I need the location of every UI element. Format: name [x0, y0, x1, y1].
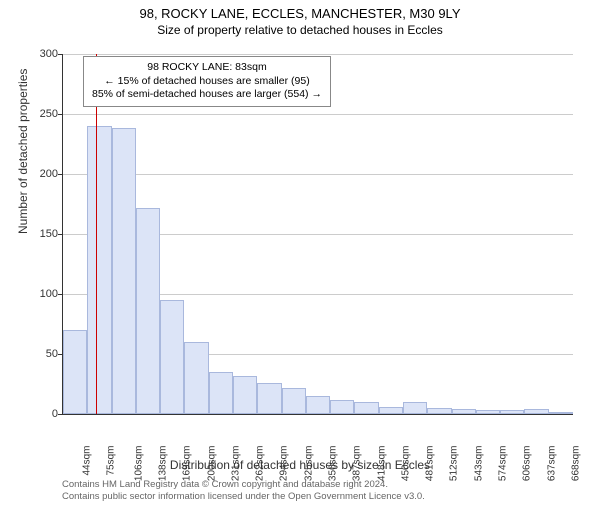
footer-attribution: Contains HM Land Registry data © Crown c… [62, 479, 425, 502]
histogram-bar [306, 396, 330, 414]
histogram-bar [549, 412, 573, 414]
chart-title: 98, ROCKY LANE, ECCLES, MANCHESTER, M30 … [0, 6, 600, 21]
ytick-mark [58, 234, 63, 235]
annotation-line2: ← 15% of detached houses are smaller (95… [92, 75, 322, 89]
histogram-bar [330, 400, 354, 414]
ytick-mark [58, 54, 63, 55]
ytick-label: 100 [33, 288, 58, 300]
annotation-line3: 85% of semi-detached houses are larger (… [92, 88, 322, 102]
ytick-label: 150 [33, 228, 58, 240]
ytick-label: 250 [33, 108, 58, 120]
y-axis-label: Number of detached properties [16, 69, 30, 234]
chart-subtitle: Size of property relative to detached ho… [0, 23, 600, 37]
histogram-bar [209, 372, 233, 414]
histogram-bar [427, 408, 451, 414]
ytick-label: 0 [33, 408, 58, 420]
histogram-bar [379, 407, 403, 414]
x-axis-label: Distribution of detached houses by size … [0, 458, 600, 472]
ytick-label: 300 [33, 48, 58, 60]
annotation-line1: 98 ROCKY LANE: 83sqm [92, 61, 322, 75]
gridline [63, 114, 573, 115]
annotation-box: 98 ROCKY LANE: 83sqm← 15% of detached ho… [83, 56, 331, 107]
histogram-bar [452, 409, 476, 414]
histogram-bar [257, 383, 281, 414]
histogram-bar [282, 388, 306, 414]
histogram-bar [160, 300, 184, 414]
marker-line [96, 54, 97, 414]
footer-line2: Contains public sector information licen… [62, 491, 425, 502]
histogram-bar [136, 208, 160, 414]
histogram-bar [403, 402, 427, 414]
chart-area: 05010015020025030044sqm75sqm106sqm138sqm… [62, 54, 572, 414]
histogram-bar [354, 402, 378, 414]
gridline [63, 54, 573, 55]
histogram-bar [63, 330, 87, 414]
histogram-bar [476, 410, 500, 414]
gridline [63, 174, 573, 175]
histogram-bar [233, 376, 257, 414]
histogram-bar [524, 409, 548, 414]
ytick-mark [58, 174, 63, 175]
chart-container: 98, ROCKY LANE, ECCLES, MANCHESTER, M30 … [0, 6, 600, 506]
histogram-bar [112, 128, 136, 414]
footer-line1: Contains HM Land Registry data © Crown c… [62, 479, 425, 490]
ytick-mark [58, 294, 63, 295]
ytick-label: 50 [33, 348, 58, 360]
histogram-bar [184, 342, 208, 414]
ytick-mark [58, 414, 63, 415]
ytick-label: 200 [33, 168, 58, 180]
histogram-bar [500, 410, 524, 414]
plot-region: 05010015020025030044sqm75sqm106sqm138sqm… [62, 54, 573, 415]
ytick-mark [58, 114, 63, 115]
histogram-bar [87, 126, 111, 414]
